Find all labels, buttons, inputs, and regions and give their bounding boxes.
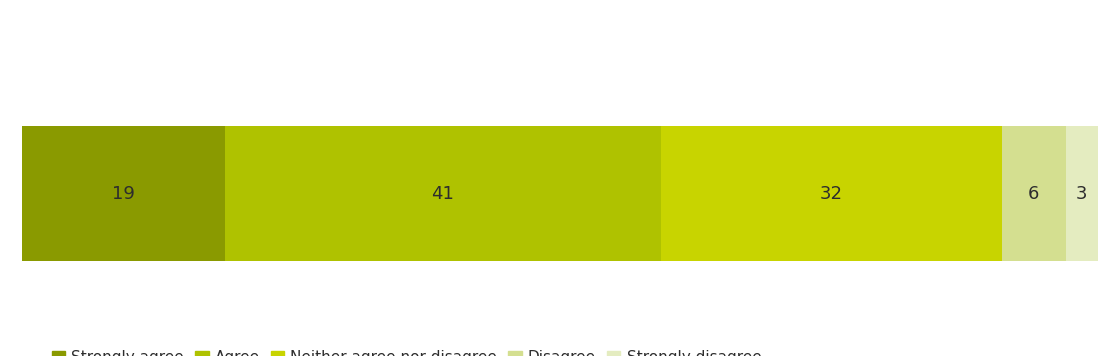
Text: 6: 6	[1028, 185, 1039, 203]
Text: 41: 41	[431, 185, 455, 203]
Bar	[1001, 126, 1065, 261]
Text: 19: 19	[112, 185, 136, 203]
Legend: Strongly agree, Agree, Neither agree nor disagree, Disagree, Strongly disagree: Strongly agree, Agree, Neither agree nor…	[52, 350, 762, 356]
Text: 3: 3	[1076, 185, 1088, 203]
Text: 32: 32	[820, 185, 843, 203]
Bar	[225, 126, 661, 261]
Bar	[661, 126, 1001, 261]
Bar	[1065, 126, 1098, 261]
Bar	[22, 126, 225, 261]
